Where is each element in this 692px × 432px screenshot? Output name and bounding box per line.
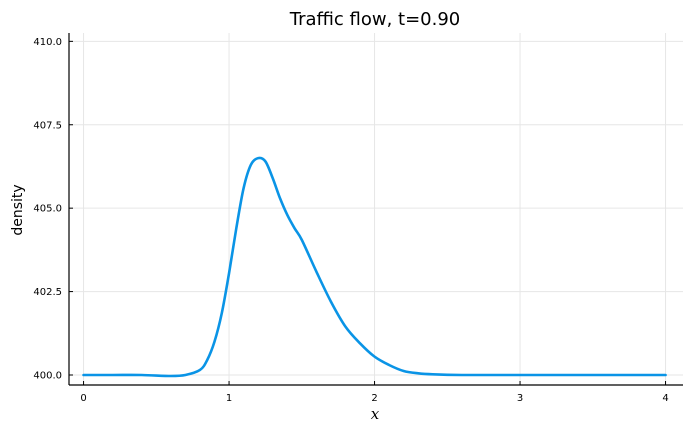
y-axis-label: density	[10, 184, 26, 235]
x-tick-label: 4	[662, 393, 668, 404]
ticks-layer: 0 1 2 3 4 400.0 402.5 405.0 407.5 410.0	[33, 37, 668, 404]
chart-title: Traffic flow, t=0.90	[289, 9, 461, 30]
x-tick-label: 2	[371, 393, 377, 404]
x-tick-label: 0	[80, 393, 86, 404]
y-tick-label: 400.0	[33, 370, 62, 381]
x-tick-label: 3	[517, 393, 523, 404]
y-tick-label: 405.0	[33, 204, 62, 215]
series-layer	[82, 156, 667, 378]
x-tick-label: 1	[226, 393, 232, 404]
density-series-line	[82, 156, 667, 378]
x-axis-label: x	[371, 405, 380, 423]
grid-layer	[69, 33, 683, 385]
y-tick-label: 410.0	[33, 37, 62, 48]
y-tick-label: 407.5	[33, 120, 62, 131]
axes-layer	[68, 33, 683, 386]
y-tick-label: 402.5	[33, 287, 62, 298]
